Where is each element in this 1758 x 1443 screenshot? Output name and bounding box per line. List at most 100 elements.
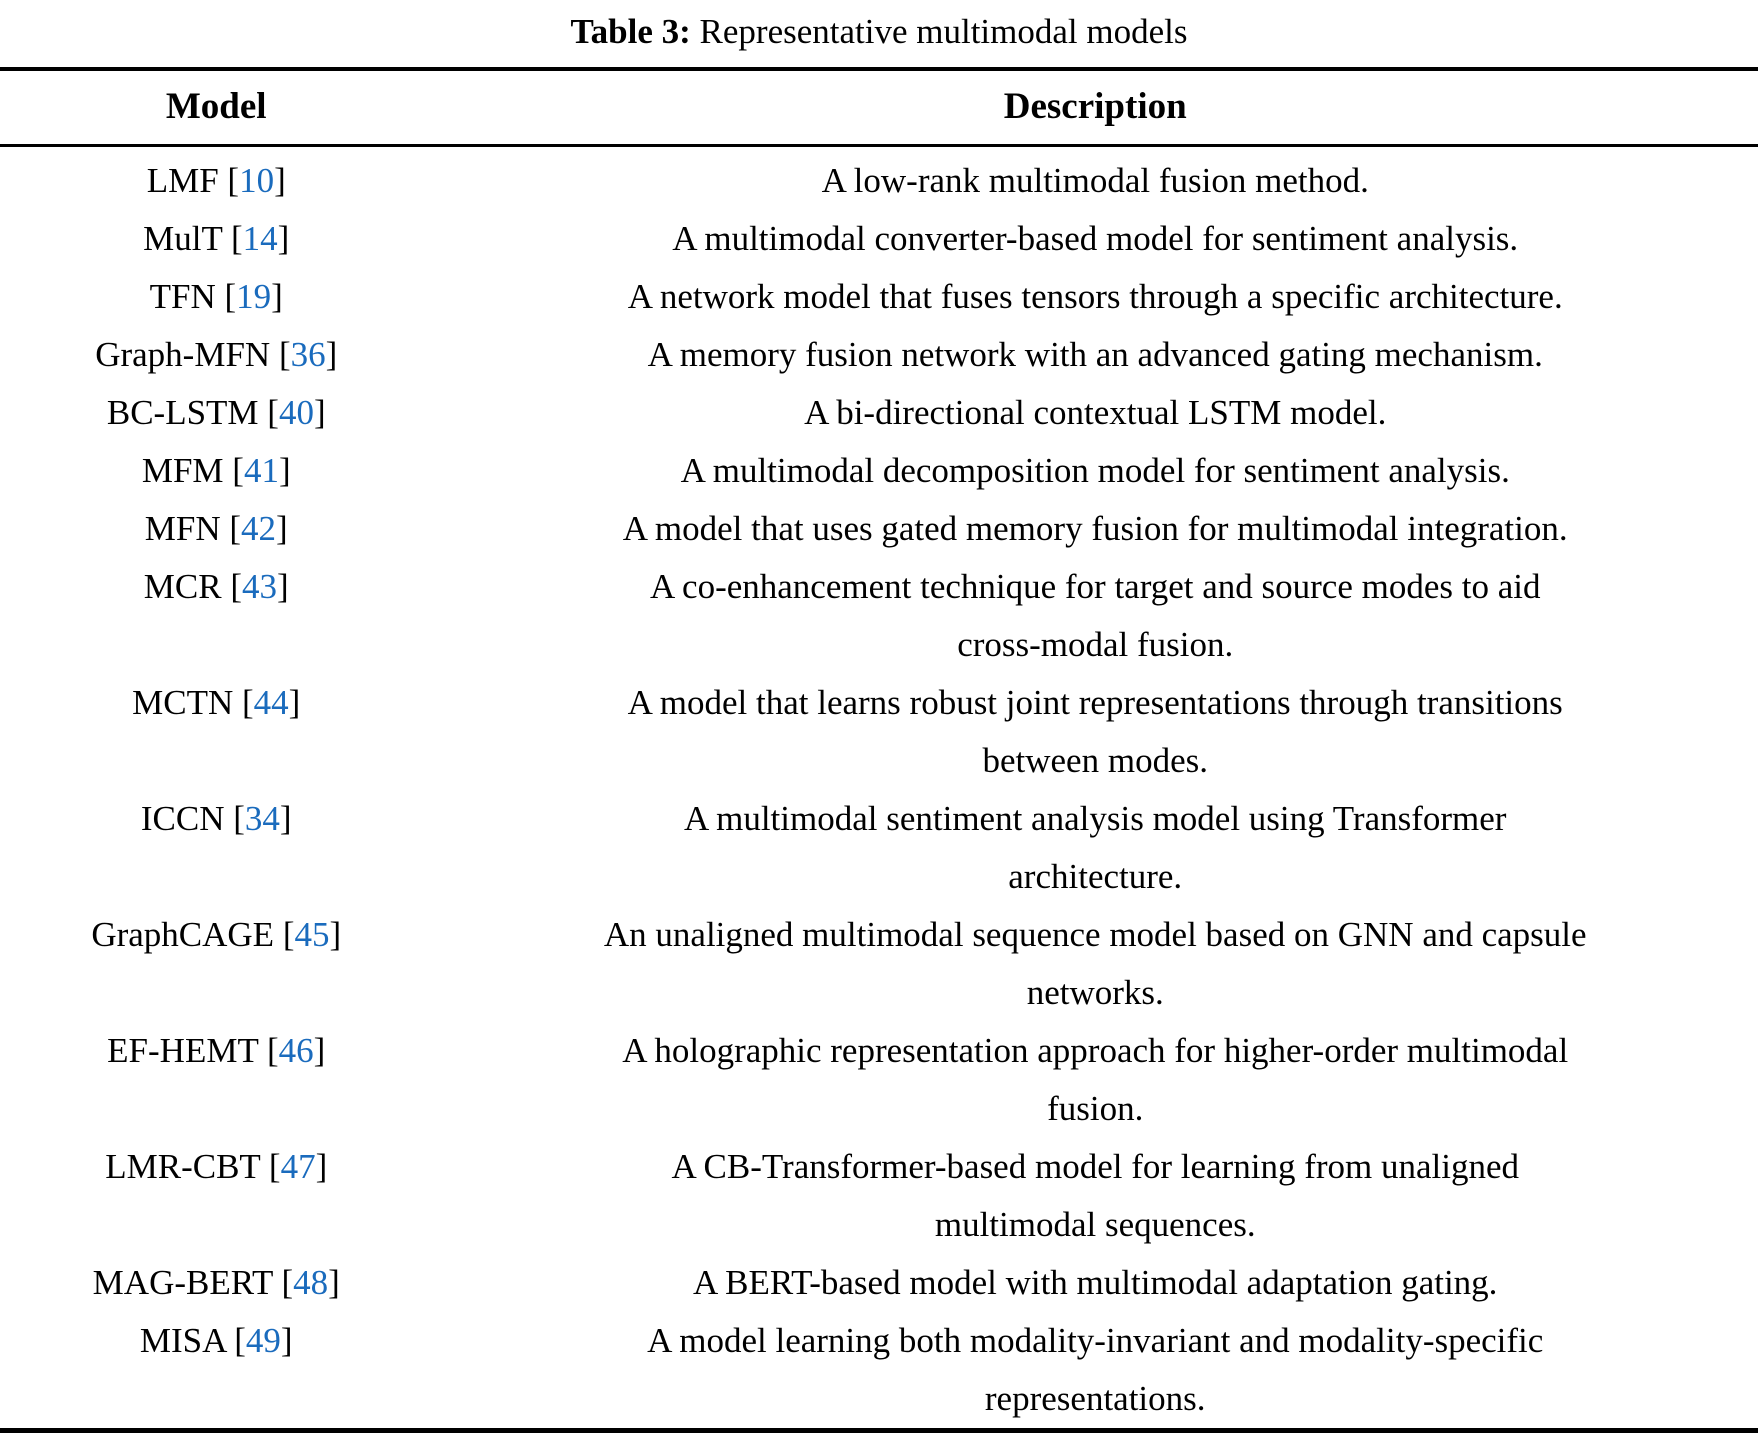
model-cell: BC-LSTM [40] bbox=[0, 384, 432, 442]
table-body: LMF [10] A low-rank multimodal fusion me… bbox=[0, 146, 1758, 1431]
citation-link[interactable]: 43 bbox=[242, 567, 277, 606]
table-row: LMR-CBT [47] A CB-Transformer-based mode… bbox=[0, 1138, 1758, 1254]
model-cell: MCTN [44] bbox=[0, 674, 432, 790]
citation-close-bracket: ] bbox=[277, 567, 289, 606]
description-cell: A low-rank multimodal fusion method. bbox=[821, 161, 1369, 200]
citation-link[interactable]: 36 bbox=[290, 335, 326, 374]
citation-link[interactable]: 42 bbox=[241, 509, 277, 548]
model-cell: ICCN [34] bbox=[0, 790, 432, 906]
citation-open-bracket: [ bbox=[282, 915, 295, 954]
model-cell: MCR [43] bbox=[0, 558, 432, 674]
model-name: GraphCAGE bbox=[91, 915, 275, 954]
table-row: Graph-MFN [36] A memory fusion network w… bbox=[0, 326, 1758, 384]
model-cell: MFM [41] bbox=[0, 442, 432, 500]
citation-link[interactable]: 45 bbox=[294, 915, 330, 954]
citation-close-bracket: ] bbox=[313, 393, 326, 432]
citation-open-bracket: [ bbox=[227, 161, 240, 200]
model-name: ICCN bbox=[140, 799, 225, 838]
model-name: EF-HEMT bbox=[107, 1031, 259, 1070]
table-row: MAG-BERT [48] A BERT-based model with mu… bbox=[0, 1254, 1758, 1312]
citation-link[interactable]: 49 bbox=[245, 1321, 281, 1360]
table-caption-label: Table 3: bbox=[570, 12, 691, 51]
citation-link[interactable]: 48 bbox=[293, 1263, 329, 1302]
model-name: LMF bbox=[146, 161, 219, 200]
table-row: MISA [49] A model learning both modality… bbox=[0, 1312, 1758, 1431]
citation-close-bracket: ] bbox=[274, 161, 286, 200]
description-cell: A model learning both modality-invariant… bbox=[647, 1321, 1544, 1418]
column-header-model: Model bbox=[0, 69, 433, 147]
model-cell: MFN [42] bbox=[0, 500, 432, 558]
citation-open-bracket: [ bbox=[234, 1321, 246, 1360]
citation-open-bracket: [ bbox=[232, 451, 244, 490]
citation-close-bracket: ] bbox=[288, 683, 301, 722]
model-name: MAG-BERT bbox=[92, 1263, 273, 1302]
description-cell: A network model that fuses tensors throu… bbox=[627, 277, 1563, 316]
citation-open-bracket: [ bbox=[268, 1147, 281, 1186]
table-row: MulT [14] A multimodal converter-based m… bbox=[0, 210, 1758, 268]
table-row: GraphCAGE [45] An unaligned multimodal s… bbox=[0, 906, 1758, 1022]
description-cell: A CB-Transformer-based model for learnin… bbox=[671, 1147, 1519, 1244]
description-cell: A co-enhancement technique for target an… bbox=[649, 567, 1541, 664]
citation-open-bracket: [ bbox=[266, 1031, 279, 1070]
citation-open-bracket: [ bbox=[278, 335, 291, 374]
citation-link[interactable]: 46 bbox=[278, 1031, 314, 1070]
model-name: MCR bbox=[143, 567, 222, 606]
model-name: MCTN bbox=[132, 683, 234, 722]
description-cell: A BERT-based model with multimodal adapt… bbox=[693, 1263, 1498, 1302]
citation-open-bracket: [ bbox=[230, 567, 242, 606]
citation-link[interactable]: 47 bbox=[280, 1147, 316, 1186]
model-cell: TFN [19] bbox=[0, 268, 432, 326]
citation-link[interactable]: 10 bbox=[239, 161, 275, 200]
table-row: MCR [43] A co-enhancement technique for … bbox=[0, 558, 1758, 674]
description-cell: A memory fusion network with an advanced… bbox=[647, 335, 1543, 374]
citation-close-bracket: ] bbox=[279, 799, 292, 838]
table-row: ICCN [34] A multimodal sentiment analysi… bbox=[0, 790, 1758, 906]
citation-close-bracket: ] bbox=[313, 1031, 326, 1070]
table-row: TFN [19] A network model that fuses tens… bbox=[0, 268, 1758, 326]
description-cell: A multimodal decomposition model for sen… bbox=[680, 451, 1510, 490]
citation-open-bracket: [ bbox=[267, 393, 279, 432]
description-cell: A holographic representation approach fo… bbox=[622, 1031, 1569, 1128]
description-cell: A model that uses gated memory fusion fo… bbox=[622, 509, 1568, 548]
description-cell: A bi-directional contextual LSTM model. bbox=[804, 393, 1387, 432]
citation-close-bracket: ] bbox=[278, 451, 291, 490]
description-cell: A multimodal converter-based model for s… bbox=[672, 219, 1519, 258]
citation-link[interactable]: 41 bbox=[243, 451, 279, 490]
model-cell: MISA [49] bbox=[0, 1312, 432, 1431]
model-cell: LMF [10] bbox=[0, 146, 432, 211]
description-cell: A model that learns robust joint represe… bbox=[627, 683, 1563, 780]
citation-close-bracket: ] bbox=[325, 335, 338, 374]
citation-close-bracket: ] bbox=[315, 1147, 328, 1186]
citation-close-bracket: ] bbox=[280, 1321, 293, 1360]
citation-link[interactable]: 40 bbox=[278, 393, 314, 432]
table-row: MFM [41] A multimodal decomposition mode… bbox=[0, 442, 1758, 500]
citation-link[interactable]: 34 bbox=[244, 799, 280, 838]
table-caption: Table 3: Representative multimodal model… bbox=[0, 0, 1758, 54]
table-caption-text: Representative multimodal models bbox=[699, 12, 1188, 51]
model-name: MISA bbox=[139, 1321, 226, 1360]
models-table: Model Description LMF [10] A low-rank mu… bbox=[0, 67, 1758, 1433]
citation-link[interactable]: 44 bbox=[253, 683, 289, 722]
model-name: MFM bbox=[141, 451, 224, 490]
description-cell: A multimodal sentiment analysis model us… bbox=[684, 799, 1507, 896]
citation-open-bracket: [ bbox=[229, 509, 242, 548]
citation-link[interactable]: 19 bbox=[236, 277, 272, 316]
column-header-description: Description bbox=[432, 69, 1758, 147]
header-row: Model Description bbox=[0, 69, 1758, 147]
citation-close-bracket: ] bbox=[276, 509, 288, 548]
citation-open-bracket: [ bbox=[224, 277, 237, 316]
model-name: MFN bbox=[144, 509, 221, 548]
description-cell: An unaligned multimodal sequence model b… bbox=[603, 915, 1587, 1012]
citation-link[interactable]: 14 bbox=[242, 219, 278, 258]
model-cell: MAG-BERT [48] bbox=[0, 1254, 432, 1312]
model-name: TFN bbox=[149, 277, 216, 316]
model-name: BC-LSTM bbox=[106, 393, 259, 432]
table-row: EF-HEMT [46] A holographic representatio… bbox=[0, 1022, 1758, 1138]
model-cell: GraphCAGE [45] bbox=[0, 906, 432, 1022]
citation-open-bracket: [ bbox=[230, 219, 243, 258]
citation-open-bracket: [ bbox=[281, 1263, 294, 1302]
model-name: LMR-CBT bbox=[105, 1147, 261, 1186]
table-row: LMF [10] A low-rank multimodal fusion me… bbox=[0, 146, 1758, 211]
table-header: Model Description bbox=[0, 69, 1758, 147]
